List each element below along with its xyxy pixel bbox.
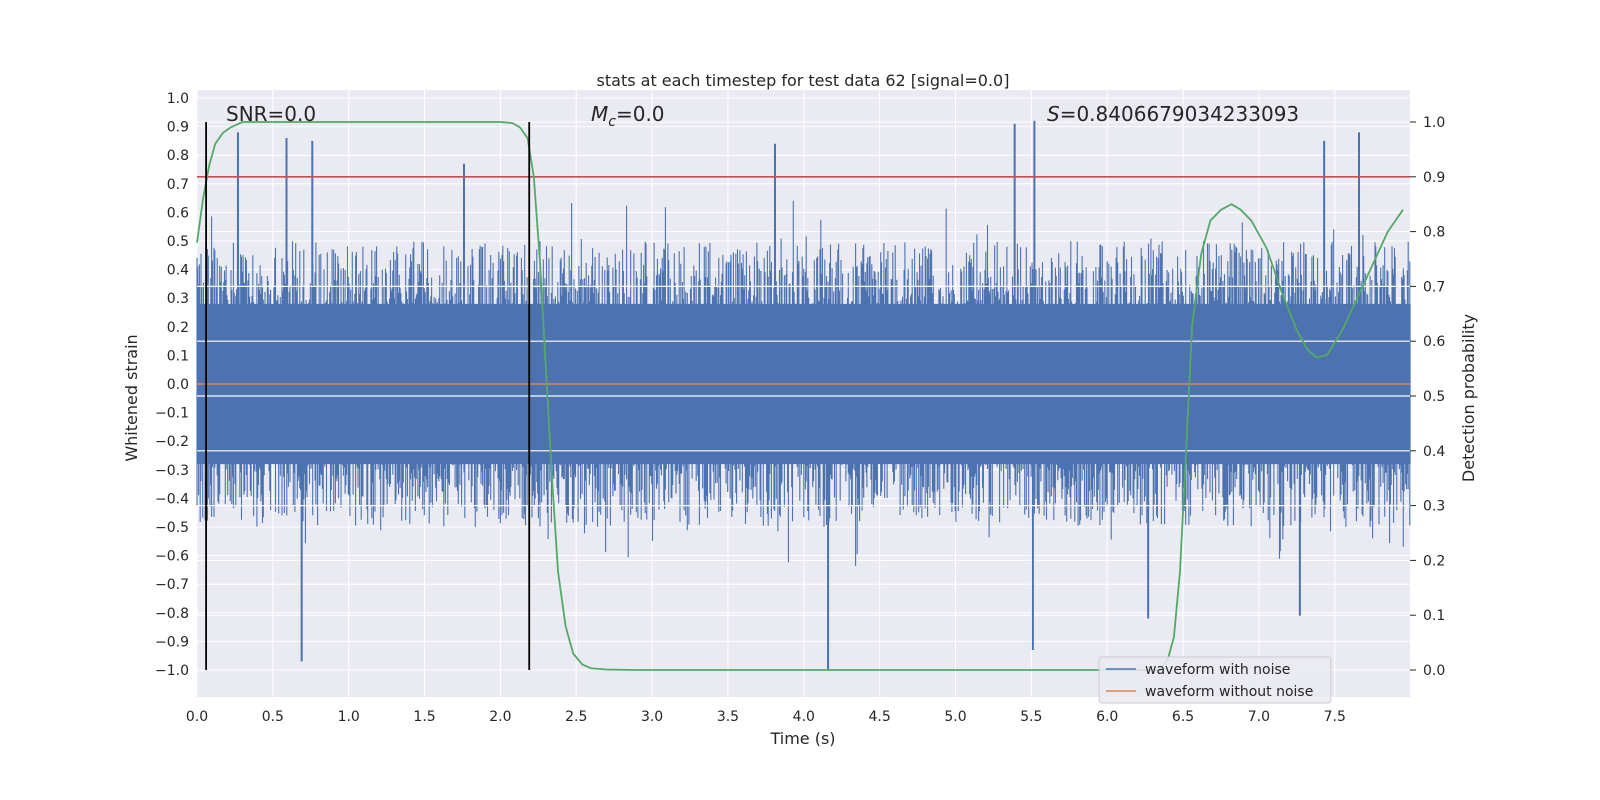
y2-tick-label: 0.1 xyxy=(1423,608,1445,624)
chirp-mass-value: =0.0 xyxy=(616,102,665,126)
y-tick-label: 0.8 xyxy=(167,148,189,164)
legend-box xyxy=(1098,656,1332,704)
y-axis-label: Whitened strain xyxy=(122,334,141,461)
x-tick-label: 0.0 xyxy=(186,709,208,725)
y-tick-label: 0.5 xyxy=(167,234,189,250)
x-axis-label: Time (s) xyxy=(769,729,835,748)
y-tick-label: −0.3 xyxy=(155,463,189,479)
y2-tick-label: 0.6 xyxy=(1423,334,1445,350)
y-tick-label: −0.1 xyxy=(155,406,189,422)
x-tick-label: 2.5 xyxy=(565,709,587,725)
x-tick-label: 1.5 xyxy=(413,709,435,725)
legend-label-noise: waveform with noise xyxy=(1145,662,1290,678)
y2-tick-label: 0.5 xyxy=(1423,389,1445,405)
x-tick-label: 6.0 xyxy=(1096,709,1118,725)
x-tick-label: 0.5 xyxy=(262,709,284,725)
y-tick-label: 0.2 xyxy=(167,320,189,336)
y-tick-label: −0.4 xyxy=(155,491,189,507)
event-markers xyxy=(205,122,531,670)
x-tick-label: 3.0 xyxy=(641,709,663,725)
y-tick-label: −1.0 xyxy=(155,663,189,679)
y-tick-label: −0.6 xyxy=(155,549,189,565)
y-tick-label: −0.8 xyxy=(155,606,189,622)
y-axis-ticks: 1.0 0.9 0.8 0.7 0.6 0.5 0.4 0.3 0.2 0.1 0.0 −0.1 −0.… xyxy=(155,91,189,679)
y-tick-label: 0.6 xyxy=(167,205,189,221)
y-tick-label: −0.2 xyxy=(155,434,189,450)
y-tick-label: −0.5 xyxy=(155,520,189,536)
x-tick-label: 7.5 xyxy=(1324,709,1346,725)
x-tick-label: 6.5 xyxy=(1172,709,1194,725)
score-value: =0.8406679034233093 xyxy=(1060,102,1299,126)
y2-axis-label: Detection probability xyxy=(1459,314,1478,482)
legend: waveform with noise waveform without noi… xyxy=(1098,656,1332,704)
x-tick-label: 7.0 xyxy=(1248,709,1270,725)
y2-tick-label: 0.2 xyxy=(1423,553,1445,569)
score-annotation: S=0.8406679034233093 xyxy=(1047,102,1299,126)
y-tick-label: 0.7 xyxy=(167,177,189,193)
x-tick-label: 5.5 xyxy=(1020,709,1042,725)
chart-title: stats at each timestep for test data 62 … xyxy=(597,71,1010,90)
legend-label-clean: waveform without noise xyxy=(1145,684,1313,700)
chirp-mass-subscript: c xyxy=(608,114,616,130)
y2-tick-label: 1.0 xyxy=(1423,115,1445,131)
x-tick-label: 1.0 xyxy=(338,709,360,725)
x-tick-label: 5.0 xyxy=(944,709,966,725)
y-tick-label: 0.4 xyxy=(167,263,189,279)
y-tick-label: −0.9 xyxy=(155,634,189,650)
y2-tick-label: 0.8 xyxy=(1423,225,1445,241)
detection-probability-line xyxy=(196,121,1404,671)
snr-annotation: SNR=0.0 xyxy=(226,102,316,126)
x-tick-label: 4.5 xyxy=(869,709,891,725)
y2-tick-label: 0.3 xyxy=(1423,499,1445,515)
x-tick-label: 4.0 xyxy=(793,709,815,725)
x-tick-label: 2.0 xyxy=(489,709,511,725)
y2-tick-label: 0.9 xyxy=(1423,170,1445,186)
y-tick-label: −0.7 xyxy=(155,577,189,593)
chirp-mass-symbol: M xyxy=(591,102,608,126)
chirp-mass-annotation: Mc=0.0 xyxy=(591,102,665,130)
y-tick-label: 0.1 xyxy=(167,348,189,364)
y-tick-label: 1.0 xyxy=(167,91,189,107)
y-tick-label: 0.9 xyxy=(167,120,189,136)
y2-tick-label: 0.4 xyxy=(1423,444,1445,460)
score-symbol: S xyxy=(1047,102,1060,126)
x-axis-ticks: 0.0 0.5 1.0 1.5 2.0 2.5 3.0 3.5 4.0 4.5 5.0 5.5 6.0 6… xyxy=(186,709,1346,725)
y2-tick-label: 0.7 xyxy=(1423,279,1445,295)
y2-tick-label: 0.0 xyxy=(1423,663,1445,679)
x-tick-label: 3.5 xyxy=(717,709,739,725)
y-tick-label: 0.3 xyxy=(167,291,189,307)
y2-axis-ticks: 1.0 0.9 0.8 0.7 0.6 0.5 0.4 0.3 0.2 0.1 0.0 xyxy=(1410,115,1445,679)
y-tick-label: 0.0 xyxy=(167,377,189,393)
